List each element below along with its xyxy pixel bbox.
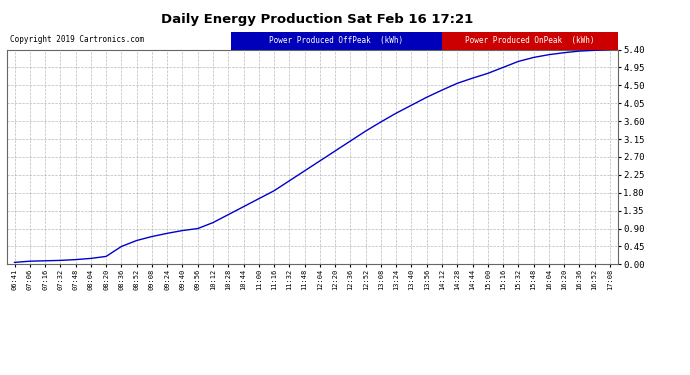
Text: Copyright 2019 Cartronics.com: Copyright 2019 Cartronics.com [10, 35, 144, 44]
Text: Power Produced OnPeak  (kWh): Power Produced OnPeak (kWh) [465, 36, 594, 45]
Text: Daily Energy Production Sat Feb 16 17:21: Daily Energy Production Sat Feb 16 17:21 [161, 13, 473, 26]
Text: Power Produced OffPeak  (kWh): Power Produced OffPeak (kWh) [269, 36, 404, 45]
